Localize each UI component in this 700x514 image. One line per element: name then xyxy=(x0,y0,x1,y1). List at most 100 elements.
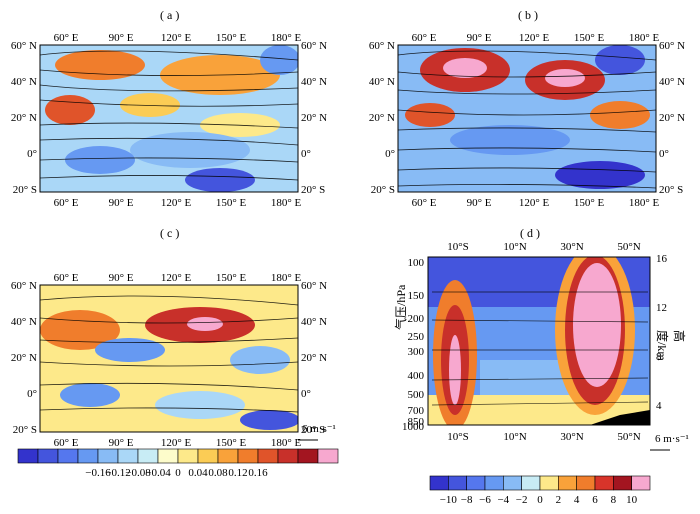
pressure-tick-label: 150 xyxy=(408,290,425,302)
pressure-tick-label: 200 xyxy=(408,313,425,325)
colorbar-swatch xyxy=(57,448,79,464)
pressure-tick-label: 300 xyxy=(408,346,425,358)
lon-tick-label: 180° E xyxy=(629,32,660,44)
panel-label-a: ( a ) xyxy=(160,8,180,22)
lat-tick-label: 0° xyxy=(27,148,37,160)
colorbar-tick-label: −0.04 xyxy=(145,467,171,479)
lon-tick-label: 180° E xyxy=(271,197,302,209)
lat-tick-label: 60° N xyxy=(301,280,327,292)
pressure-tick-label: 500 xyxy=(408,389,425,401)
colorbar-swatch xyxy=(466,475,486,491)
colorbar-tick-label: 4 xyxy=(574,494,580,506)
lon-tick-label: 120° E xyxy=(519,32,550,44)
lon-tick-label: 150° E xyxy=(574,197,605,209)
colorbar-swatch xyxy=(631,475,651,491)
lat-tick-label: 40° N xyxy=(301,76,327,88)
lat-tick-label: 60° N xyxy=(301,40,327,52)
colorbar-tick-label: −8 xyxy=(461,494,473,506)
section-x-tick-label: 10°N xyxy=(503,431,526,443)
panel-d-plot xyxy=(427,256,651,426)
lon-tick-label: 60° E xyxy=(412,32,437,44)
lat-tick-label: 60° N xyxy=(11,40,37,52)
lat-tick-label: 0° xyxy=(301,148,311,160)
pressure-tick-label: 850 xyxy=(408,416,425,428)
colorbar-swatch xyxy=(177,448,199,464)
colorbar-tick-label: −0.12 xyxy=(105,467,130,479)
pressure-tick-label: 1000 xyxy=(402,421,425,433)
lon-tick-label: 150° E xyxy=(216,437,247,449)
section-x-tick-label: 50°N xyxy=(617,241,640,253)
colorbar-swatch xyxy=(429,475,449,491)
lon-tick-label: 60° E xyxy=(54,437,79,449)
pressure-tick-label: 250 xyxy=(408,331,425,343)
panel-b-plot xyxy=(397,44,657,193)
colorbar-swatch xyxy=(137,448,159,464)
lon-tick-label: 60° E xyxy=(54,272,79,284)
lon-tick-label: 90° E xyxy=(109,272,134,284)
panel-label-c: ( c ) xyxy=(160,226,180,240)
lon-tick-label: 180° E xyxy=(271,437,302,449)
lon-tick-label: 60° E xyxy=(412,197,437,209)
colorbar-tick-label: 0.16 xyxy=(248,467,268,479)
colorbar-right: −10 −8 −6 −4 −2 0 2 4 6 8 10 xyxy=(429,475,651,506)
height-tick-label: 8 xyxy=(656,351,662,363)
lat-tick-label: 20° S xyxy=(13,184,37,196)
colorbar-swatch xyxy=(484,475,504,491)
lon-tick-label: 90° E xyxy=(109,197,134,209)
colorbar-tick-label: −4 xyxy=(497,494,509,506)
lat-tick-label: 0° xyxy=(659,148,669,160)
lat-tick-label: 40° N xyxy=(659,76,685,88)
colorbar-tick-label: −0.08 xyxy=(125,467,151,479)
lat-tick-label: 40° N xyxy=(369,76,395,88)
section-x-tick-label: 30°N xyxy=(560,431,583,443)
lat-tick-label: 20° S xyxy=(659,184,683,196)
colorbar-swatch xyxy=(297,448,319,464)
lon-tick-label: 90° E xyxy=(109,32,134,44)
colorbar-swatch xyxy=(576,475,596,491)
section-x-tick-label: 10°S xyxy=(447,431,469,443)
colorbar-tick-label: −10 xyxy=(440,494,458,506)
colorbar-swatch xyxy=(277,448,299,464)
lon-tick-label: 90° E xyxy=(467,197,492,209)
lat-tick-label: 20° N xyxy=(11,112,37,124)
lat-tick-label: 20° N xyxy=(11,352,37,364)
height-tick-label: 16 xyxy=(656,253,668,265)
lon-tick-label: 120° E xyxy=(161,272,192,284)
colorbar-swatch xyxy=(558,475,577,491)
colorbar-swatch xyxy=(217,448,239,464)
lat-tick-label: 60° N xyxy=(659,40,685,52)
colorbar-swatch xyxy=(77,448,99,464)
colorbar-swatch xyxy=(257,448,279,464)
colorbar-tick-label: 0 xyxy=(537,494,543,506)
lon-tick-label: 150° E xyxy=(574,32,605,44)
vector-ref-label-map: 6 m·s⁻¹ xyxy=(302,423,336,435)
colorbar-tick-label: 10 xyxy=(626,494,638,506)
lat-tick-label: 60° N xyxy=(11,280,37,292)
colorbar-tick-label: 2 xyxy=(556,494,562,506)
lon-tick-label: 180° E xyxy=(629,197,660,209)
colorbar-swatch xyxy=(17,448,39,464)
colorbar-left: −0.16−0.12−0.08−0.04 0 0.04 0.08 0.12 0.16 xyxy=(17,448,339,479)
lat-tick-label: 20° N xyxy=(369,112,395,124)
panel-label-b: ( b ) xyxy=(518,8,538,22)
lon-tick-label: 150° E xyxy=(216,32,247,44)
colorbar-swatch xyxy=(503,475,522,491)
colorbar-tick-label: −6 xyxy=(479,494,491,506)
lon-tick-label: 120° E xyxy=(519,197,550,209)
colorbar-swatch xyxy=(317,448,339,464)
section-x-tick-label: 10°N xyxy=(503,241,526,253)
lon-tick-label: 60° E xyxy=(54,32,79,44)
section-x-tick-label: 50°N xyxy=(617,431,640,443)
lat-tick-label: 20° S xyxy=(13,424,37,436)
colorbar-tick-label: 8 xyxy=(611,494,617,506)
height-tick-label: 4 xyxy=(656,400,662,412)
lon-tick-label: 120° E xyxy=(161,197,192,209)
lat-tick-label: 40° N xyxy=(11,76,37,88)
colorbar-swatch xyxy=(157,448,179,464)
pressure-tick-label: 400 xyxy=(408,370,425,382)
colorbar-swatch xyxy=(117,448,139,464)
lat-tick-label: 0° xyxy=(385,148,395,160)
lat-tick-label: 20° S xyxy=(371,184,395,196)
lon-tick-label: 90° E xyxy=(467,32,492,44)
colorbar-swatch xyxy=(448,475,467,491)
